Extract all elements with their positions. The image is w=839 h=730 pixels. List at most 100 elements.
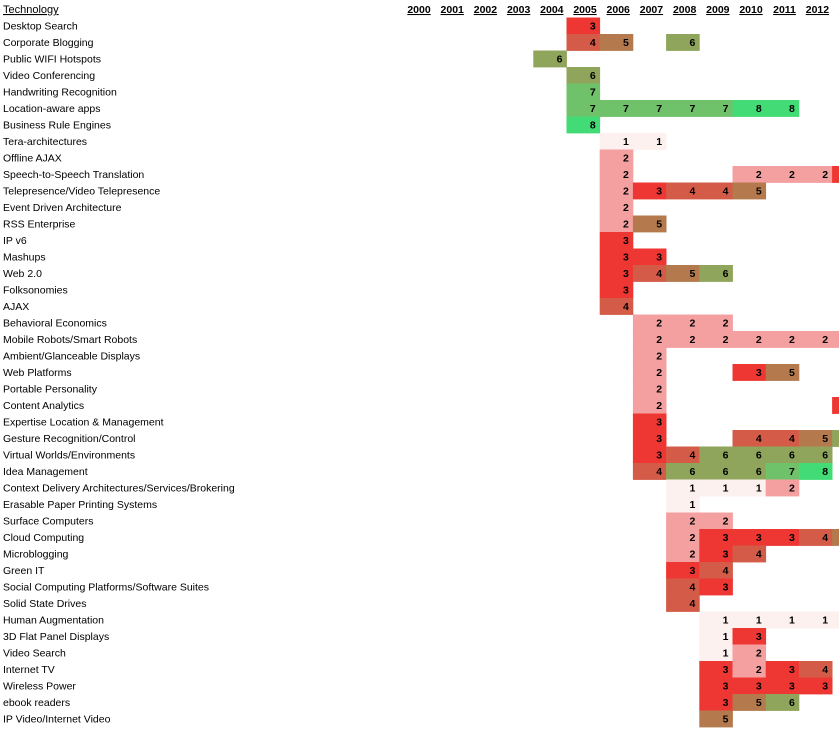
row-label: Desktop Search (3, 21, 78, 33)
heatmap-cell (832, 397, 839, 414)
heatmap-cell (798, 430, 833, 447)
cell-value: 4 (822, 532, 828, 544)
cell-value: 4 (723, 565, 729, 577)
heatmap-cell (599, 100, 634, 117)
cell-value: 3 (756, 681, 762, 693)
cell-value: 4 (689, 186, 695, 198)
heatmap-cell (599, 199, 634, 216)
heatmap-cell (699, 578, 733, 596)
heatmap-cell (765, 479, 800, 497)
heatmap-cell (666, 578, 700, 596)
year-header-2000: 2000 (407, 4, 431, 16)
heatmap-cell (765, 611, 800, 629)
heatmap-cell (599, 166, 634, 183)
cell-value: 3 (723, 697, 729, 709)
year-header-2007: 2007 (640, 4, 664, 16)
cell-value: 6 (723, 268, 729, 280)
row-label: Surface Computers (3, 516, 93, 528)
cell-value: 2 (723, 334, 729, 346)
heatmap-labels: Technology 2000 2001 2002 2003 2004 2005 2006 20… (3, 4, 839, 726)
heatmap-cell (666, 562, 700, 579)
heatmap-cell (732, 463, 767, 480)
heatmap-cell (699, 694, 733, 711)
cell-value: 1 (822, 615, 828, 627)
cell-value: 5 (656, 219, 662, 231)
cell-value: 4 (689, 582, 695, 594)
heatmap-cell (732, 331, 767, 348)
cell-value: 5 (756, 186, 762, 198)
cell-value: 7 (723, 103, 729, 115)
heatmap-cell (666, 314, 700, 332)
cell-value: 8 (590, 120, 596, 132)
heatmap-cell (699, 265, 733, 282)
heatmap-cell (765, 463, 800, 480)
cell-value: 2 (656, 400, 662, 412)
heatmap-cell (599, 182, 634, 200)
cell-value: 3 (656, 252, 662, 264)
heatmap-cell (632, 413, 667, 431)
row-label: ebook readers (3, 697, 70, 709)
year-header-2001: 2001 (441, 4, 465, 16)
heatmap-cell (732, 100, 767, 117)
heatmap-cell (666, 512, 700, 530)
cell-value: 4 (822, 664, 828, 676)
heatmap-cell (699, 479, 733, 497)
heatmap-cell (798, 529, 833, 546)
cell-value: 7 (656, 103, 662, 115)
cell-value: 2 (789, 334, 795, 346)
cell-value: 4 (756, 433, 762, 445)
cell-value: 3 (623, 285, 629, 297)
row-label: Event Driven Architecture (3, 202, 122, 214)
row-label: Portable Personality (3, 384, 98, 396)
heatmap-cell (599, 248, 634, 266)
heatmap-cell (599, 232, 634, 249)
heatmap-cell (699, 710, 733, 728)
heatmap-cell (666, 100, 700, 117)
cell-value: 2 (756, 664, 762, 676)
cell-value: 6 (689, 37, 695, 49)
heatmap-cell (798, 331, 833, 348)
cell-value: 3 (822, 681, 828, 693)
row-label: IP Video/Internet Video (3, 714, 111, 726)
cell-value: 3 (623, 235, 629, 247)
heatmap-cell (599, 281, 634, 299)
heatmap-cell (699, 529, 733, 546)
cell-value: 1 (723, 631, 729, 643)
heatmap-cell (566, 34, 601, 51)
heatmap-cell (666, 463, 700, 480)
cell-value: 3 (590, 21, 596, 33)
heatmap-cell (632, 380, 667, 398)
heatmap-cell (632, 314, 667, 332)
cell-value: 4 (756, 549, 762, 561)
cell-value: 4 (689, 450, 695, 462)
cell-value: 6 (723, 466, 729, 478)
cell-value: 3 (656, 186, 662, 198)
row-label: Erasable Paper Printing Systems (3, 499, 157, 511)
heatmap-cell (632, 364, 667, 381)
row-label: Ambient/Glanceable Displays (3, 351, 140, 363)
row-label: Microblogging (3, 549, 69, 561)
cell-value: 3 (723, 549, 729, 561)
heatmap-cell (632, 463, 667, 480)
cell-value: 1 (689, 499, 695, 511)
heatmap-cell (732, 611, 767, 629)
row-label: Business Rule Engines (3, 120, 111, 132)
heatmap-cell (632, 215, 667, 233)
heatmap-cell (666, 496, 700, 513)
cell-value: 1 (723, 648, 729, 660)
heatmap-cell (732, 644, 767, 662)
heatmap-cell (566, 116, 601, 134)
heatmap-cell (699, 100, 733, 117)
heatmap-cell (732, 364, 767, 381)
year-header-2005: 2005 (573, 4, 597, 16)
heatmap-cell (699, 182, 733, 200)
cell-value: 5 (723, 714, 729, 726)
row-label: Internet TV (3, 664, 55, 676)
cell-value: 2 (656, 351, 662, 363)
cell-value: 6 (789, 697, 795, 709)
heatmap-cell (798, 661, 833, 678)
cell-value: 7 (590, 87, 596, 99)
row-label: Gesture Recognition/Control (3, 433, 136, 445)
heatmap-cell (798, 677, 833, 695)
heatmap-cell (699, 545, 733, 563)
